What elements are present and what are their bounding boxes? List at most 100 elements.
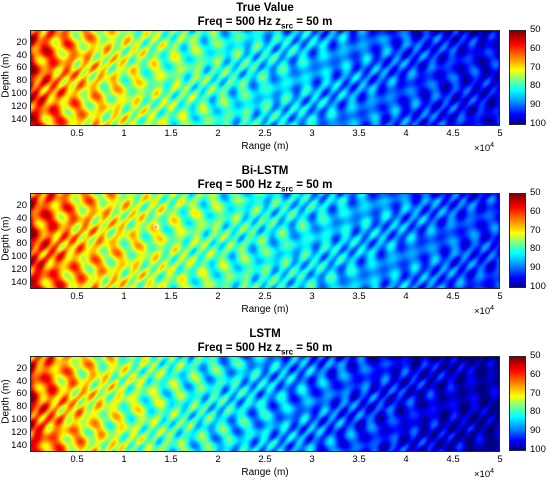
y-tick-label: 40: [16, 212, 27, 224]
y-tick-label: 80: [16, 238, 27, 250]
x-tick-label: 4.5: [446, 291, 460, 302]
subtitle-subscript: src: [281, 347, 294, 357]
y-tick-label: 140: [11, 439, 27, 451]
subtitle-tail: = 50 m: [293, 16, 333, 28]
x-tick-label: 3.5: [352, 291, 366, 302]
chart-title: LSTM: [249, 328, 281, 340]
x-tick-label: 0.5: [70, 454, 84, 465]
subtitle-subscript: src: [281, 21, 294, 31]
y-tick-label: 20: [16, 36, 27, 48]
heatmap-field: [30, 193, 500, 289]
x-tick-label: 5: [497, 128, 503, 139]
x-tick-label: 2.5: [258, 291, 272, 302]
y-tick-label: 120: [11, 100, 27, 112]
colorbar-tick-label: 90: [530, 425, 541, 437]
colorbar-tick-label: 70: [530, 61, 541, 73]
x-tick-label: 4: [403, 291, 409, 302]
y-tick-label: 140: [11, 113, 27, 125]
heatmap-field: [30, 30, 500, 126]
x-tick-label: 5: [497, 291, 503, 302]
y-tick-label: 80: [16, 401, 27, 413]
subtitle-text: Freq = 500 Hz z: [197, 342, 282, 354]
y-tick-label: 140: [11, 276, 27, 288]
x-tick-label: 4: [403, 454, 409, 465]
y-tick-label: 100: [11, 251, 27, 262]
y-tick-label: 100: [11, 414, 27, 425]
colorbar: [509, 193, 526, 288]
y-tick-label: 100: [11, 88, 27, 99]
colorbar-tick-label: 50: [530, 350, 541, 361]
y-tick-label: 80: [16, 75, 27, 87]
colorbar-tick-label: 100: [530, 281, 546, 292]
x-tick-label: 5: [497, 454, 503, 465]
subtitle-tail: = 50 m: [293, 342, 333, 354]
x-exponent-power: 4: [490, 142, 495, 149]
x-tick-label: 3: [309, 291, 315, 302]
chart-subtitle: Freq = 500 Hz zsrc = 50 m: [30, 179, 500, 195]
x-tick-label: 3.5: [352, 454, 366, 465]
x-tick-label: 4.5: [446, 128, 460, 139]
y-tick-label: 20: [16, 199, 27, 211]
x-tick-label: 2.5: [258, 128, 272, 139]
chart-panel: Bi-LSTM Freq = 500 Hz zsrc = 50 m Depth (m…: [0, 163, 550, 326]
x-exponent-power: 4: [490, 468, 495, 475]
x-exponent-base: ×10: [474, 469, 491, 481]
subtitle-subscript: src: [281, 184, 294, 194]
x-tick-label: 3.5: [352, 128, 366, 139]
colorbar-tick-label: 80: [530, 243, 541, 255]
colorbar-tick-label: 60: [530, 205, 541, 217]
x-tick-label: 4: [403, 128, 409, 139]
y-tick-label: 120: [11, 263, 27, 275]
colorbar-tick-label: 80: [530, 406, 541, 418]
chart-title: True Value: [236, 2, 294, 14]
x-axis-label: Range (m): [241, 141, 289, 152]
subtitle-text: Freq = 500 Hz z: [197, 179, 282, 191]
x-tick-label: 4.5: [446, 454, 460, 465]
colorbar: [509, 356, 526, 451]
y-tick-label: 40: [16, 375, 27, 387]
x-exponent-base: ×10: [474, 306, 491, 318]
colorbar-tick-label: 70: [530, 224, 541, 236]
colorbar-tick-label: 80: [530, 80, 541, 92]
x-axis-label: Range (m): [241, 304, 289, 315]
x-axis-exponent: ×104: [474, 142, 494, 154]
x-tick-label: 2.5: [258, 454, 272, 465]
x-tick-label: 2: [215, 128, 221, 139]
y-tick-label: 40: [16, 49, 27, 61]
x-exponent-base: ×10: [474, 143, 491, 155]
colorbar: [509, 30, 526, 125]
x-tick-label: 1: [121, 454, 127, 465]
x-axis-exponent: ×104: [474, 305, 494, 317]
y-tick-label: 60: [16, 388, 27, 400]
colorbar-tick-label: 100: [530, 444, 546, 455]
colorbar-tick-label: 90: [530, 99, 541, 111]
heatmap-field: [30, 356, 500, 452]
x-axis-label: Range (m): [241, 467, 289, 478]
x-axis-exponent: ×104: [474, 468, 494, 480]
colorbar-tick-label: 50: [530, 187, 541, 198]
data-marker: [153, 224, 159, 230]
colorbar-tick-label: 50: [530, 24, 541, 35]
x-tick-label: 1.5: [164, 454, 178, 465]
y-tick-label: 60: [16, 225, 27, 237]
x-tick-label: 2: [215, 454, 221, 465]
chart-panel: LSTM Freq = 500 Hz zsrc = 50 m Depth (m) 20…: [0, 326, 550, 489]
x-tick-label: 1: [121, 128, 127, 139]
x-tick-label: 2: [215, 291, 221, 302]
x-tick-label: 3: [309, 128, 315, 139]
colorbar-tick-label: 100: [530, 118, 546, 129]
y-tick-label: 120: [11, 426, 27, 438]
chart-panel: True Value Freq = 500 Hz zsrc = 50 m Depth…: [0, 0, 550, 163]
x-tick-label: 0.5: [70, 291, 84, 302]
x-tick-label: 0.5: [70, 128, 84, 139]
x-tick-label: 1: [121, 291, 127, 302]
x-tick-label: 1.5: [164, 128, 178, 139]
subtitle-tail: = 50 m: [293, 179, 333, 191]
chart-subtitle: Freq = 500 Hz zsrc = 50 m: [30, 342, 500, 358]
colorbar-tick-label: 60: [530, 42, 541, 54]
colorbar-tick-label: 90: [530, 262, 541, 274]
y-tick-label: 20: [16, 362, 27, 374]
colorbar-tick-label: 70: [530, 387, 541, 399]
x-tick-label: 1.5: [164, 291, 178, 302]
y-tick-label: 60: [16, 62, 27, 74]
